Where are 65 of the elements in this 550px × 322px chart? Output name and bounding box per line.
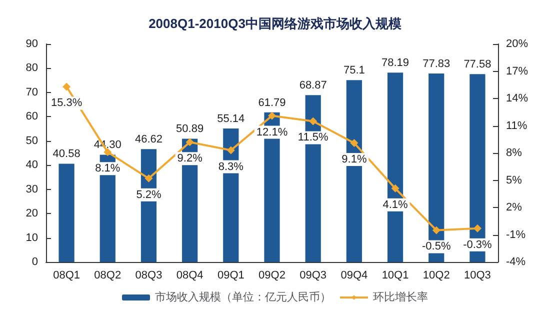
y2-tick-label: 11% [506,120,528,132]
x-tick-label: 09Q4 [340,270,368,282]
y2-tick-label: 5% [506,174,522,186]
y-tick-label: 80 [26,62,38,74]
data-label: 46.62 [134,134,162,146]
x-tick-label: 08Q1 [53,270,80,282]
y-tick-label: 50 [26,134,38,147]
legend-label: 市场收入规模（单位：亿元人民币） [155,290,331,304]
data-label: 68.87 [299,80,327,92]
y-tick-label: 70 [26,86,38,98]
data-label: 61.79 [258,96,286,109]
point [350,139,358,148]
data-label: -0.5% [422,240,451,253]
data-label: 8.1% [95,162,120,175]
data-label: 8.3% [218,160,244,173]
x-tick-label: 08Q2 [94,270,122,282]
data-label: 15.3% [50,97,82,110]
legend-label: 环比增长率 [373,290,428,304]
y2-tick-label: 17% [506,65,528,78]
point [226,146,235,154]
y-tick-label: 40 [26,159,38,172]
data-label: 5.2% [136,188,162,201]
y-tick-label: 0 [32,256,38,268]
data-label: 77.83 [422,58,450,70]
x-tick-label: 09Q3 [300,270,327,282]
data-label: 78.19 [382,57,410,70]
point [309,117,318,126]
data-label: 77.58 [464,58,492,71]
x-tick-label: 09Q1 [217,270,244,282]
data-label: 75.1 [343,64,365,77]
chart-title: 2008Q1-2010Q3中国网络游戏市场收入规模 [148,16,402,31]
y2-tick-label: -4% [506,256,526,268]
bar [58,164,74,262]
y-tick-label: 20 [26,208,38,220]
x-tick-label: 09Q2 [258,270,286,282]
data-label: 11.5% [298,132,328,144]
y2-tick-label: 2% [506,202,522,214]
y2-tick-label: 14% [506,92,528,104]
x-tick-label: 10Q2 [422,270,450,282]
data-label: 12.1% [256,126,288,138]
point [432,226,440,234]
data-label: -0.3% [463,238,492,251]
data-label: 40.58 [52,148,80,160]
y2-tick-label: -1% [506,228,526,241]
x-tick-label: 10Q3 [464,270,491,282]
point [144,174,153,182]
data-label: 4.1% [382,198,408,211]
x-tick-label: 10Q1 [382,270,409,282]
point [62,82,71,91]
x-tick-label: 08Q3 [135,270,162,282]
point [391,184,400,192]
data-label: 55.14 [217,112,245,125]
data-label: 9.1% [342,154,367,166]
y2-tick-label: 20% [506,38,528,50]
y-tick-label: 60 [26,110,38,123]
y2-tick-label: 8% [506,147,522,159]
data-label: 50.89 [176,123,204,136]
point [268,112,276,120]
point [473,224,482,232]
y-tick-label: 90 [26,38,38,50]
data-label: 9.2% [177,152,203,165]
y-tick-label: 10 [26,232,38,244]
y-tick-label: 30 [26,183,38,196]
point [186,138,194,146]
x-tick-label: 08Q4 [176,270,204,282]
